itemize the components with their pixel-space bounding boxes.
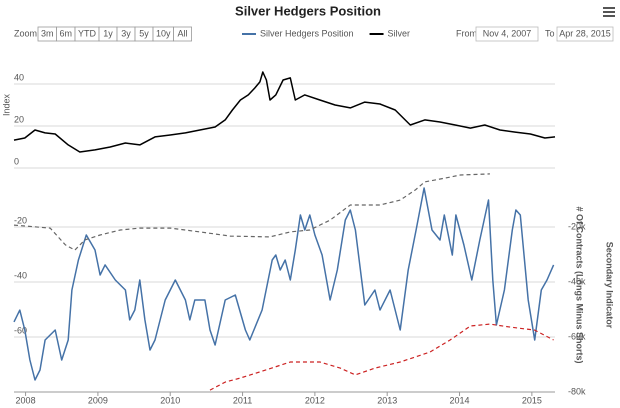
from-date: Nov 4, 2007 <box>483 28 532 38</box>
indicator-line <box>209 323 554 391</box>
x-tick-label: 2009 <box>88 395 108 405</box>
zoom-button-label: 5y <box>139 28 149 38</box>
y-tick-label: -60 <box>14 325 27 335</box>
zoom-button-label: YTD <box>78 28 97 38</box>
y2-tick-label: -60k <box>568 331 586 341</box>
x-tick-label: 2012 <box>305 395 325 405</box>
y-tick-label: 20 <box>14 114 24 124</box>
to-label: To <box>545 28 555 38</box>
legend-label: Silver <box>388 28 411 38</box>
zoom-button-label: 10y <box>156 28 171 38</box>
y-tick-label: -20 <box>14 215 27 225</box>
from-input[interactable] <box>475 26 539 42</box>
y2-tick-label: -20k <box>568 221 586 231</box>
legend-label: Silver Hedgers Position <box>260 28 354 38</box>
to-date: Apr 28, 2015 <box>559 28 611 38</box>
from-label: From <box>456 28 477 38</box>
series-line <box>13 71 556 153</box>
zoom-button-label: All <box>178 28 188 38</box>
series-line <box>13 187 555 381</box>
y-tick-label: 40 <box>14 72 24 82</box>
menu-icon[interactable] <box>603 7 615 17</box>
x-tick-label: 2008 <box>16 395 36 405</box>
y-tick-label: 0 <box>14 156 19 166</box>
x-tick-label: 2013 <box>377 395 397 405</box>
to-input[interactable] <box>556 26 614 42</box>
zoom-button-label: 3y <box>121 28 131 38</box>
secondary-axis-title: Secondary Indicator <box>605 242 615 329</box>
zoom-button[interactable] <box>173 26 192 42</box>
zoom-button-label: 1y <box>103 28 113 38</box>
y-tick-label: -40 <box>14 270 27 280</box>
indicator-line <box>13 173 490 251</box>
y2-tick-label: -80k <box>568 386 586 396</box>
zoom-button-label: 6m <box>60 28 73 38</box>
y2-tick-label: -40k <box>568 276 586 286</box>
zoom-label: Zoom <box>14 28 37 38</box>
x-tick-label: 2015 <box>522 395 542 405</box>
y2-axis-title: # Of Contracts (Longs Minus Shorts) <box>575 206 585 363</box>
x-tick-label: 2014 <box>450 395 470 405</box>
zoom-button-label: 3m <box>41 28 54 38</box>
x-tick-label: 2011 <box>233 395 252 405</box>
y-axis-title: Index <box>1 93 11 116</box>
x-tick-label: 2010 <box>160 395 180 405</box>
chart-title: Silver Hedgers Position <box>235 3 381 18</box>
